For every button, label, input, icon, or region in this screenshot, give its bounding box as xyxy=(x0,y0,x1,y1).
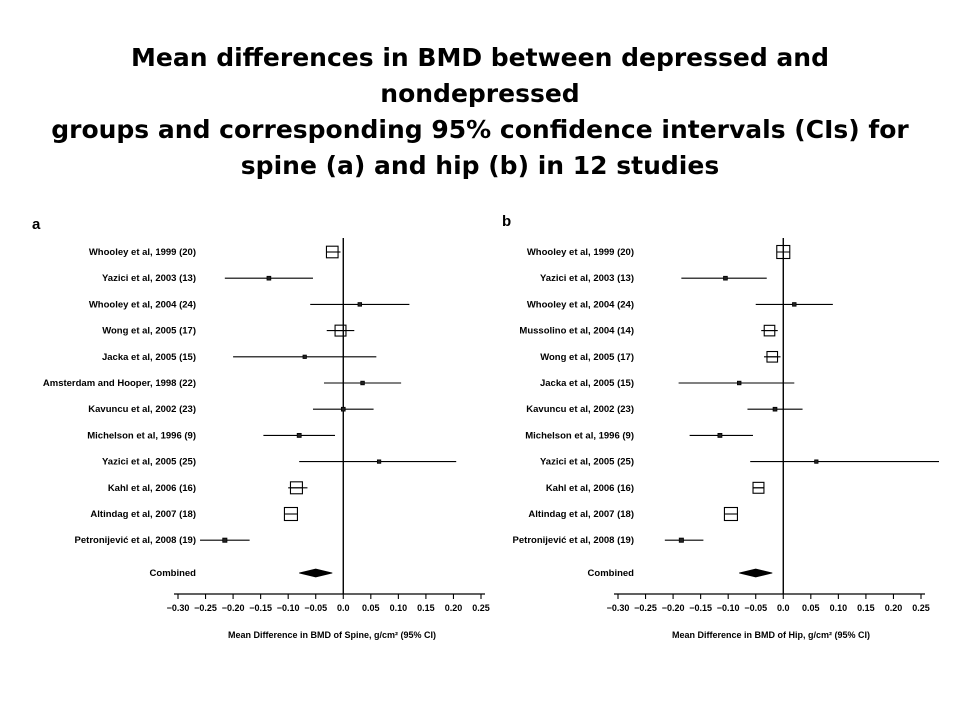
x-tick-label: 0.0 xyxy=(337,603,350,613)
x-tick-label: 0.10 xyxy=(390,603,408,613)
point-estimate-marker xyxy=(357,302,362,307)
point-estimate-marker xyxy=(296,432,302,438)
point-estimate-marker xyxy=(717,432,723,438)
x-tick-label: 0.10 xyxy=(830,603,848,613)
x-tick-label: 0.25 xyxy=(472,603,490,613)
study-label: Yazici et al, 2003 (13) xyxy=(540,273,634,284)
x-tick-label: 0.05 xyxy=(802,603,820,613)
x-tick-label: 0.0 xyxy=(777,603,790,613)
x-tick-label: −0.10 xyxy=(717,603,740,613)
study-label: Yazici et al, 2003 (13) xyxy=(102,273,196,284)
study-label: Kahl et al, 2006 (16) xyxy=(108,483,196,494)
slide-title-line-2: groups and corresponding 95% confidence … xyxy=(51,115,909,144)
study-label: Whooley et al, 2004 (24) xyxy=(89,299,196,310)
study-label: Michelson et al, 1996 (9) xyxy=(525,430,634,441)
study-label: Yazici et al, 2005 (25) xyxy=(102,457,196,468)
study-label: Altindag et al, 2007 (18) xyxy=(528,509,634,520)
study-label: Altindag et al, 2007 (18) xyxy=(90,509,196,520)
x-tick-label: 0.20 xyxy=(885,603,903,613)
study-label: Jacka et al, 2005 (15) xyxy=(540,378,634,389)
point-estimate-marker xyxy=(266,275,272,281)
study-label: Whooley et al, 1999 (20) xyxy=(527,247,634,258)
x-tick-label: 0.15 xyxy=(857,603,875,613)
slide-title: Mean differences in BMD between depresse… xyxy=(40,40,920,184)
study-label: Yazici et al, 2005 (25) xyxy=(540,457,634,468)
point-estimate-marker xyxy=(772,406,778,412)
combined-estimate-diamond xyxy=(299,568,333,578)
study-label: Wong et al, 2005 (17) xyxy=(102,326,196,337)
x-tick-label: −0.20 xyxy=(222,603,245,613)
x-tick-label: −0.15 xyxy=(249,603,272,613)
panel-label: a xyxy=(32,216,41,233)
study-label: Amsterdam and Hooper, 1998 (22) xyxy=(43,378,196,389)
study-label: Petronijević et al, 2008 (19) xyxy=(75,535,196,546)
x-tick-label: 0.05 xyxy=(362,603,380,613)
study-label: Kavuncu et al, 2002 (23) xyxy=(526,404,634,415)
forest-plot-hip: b Whooley et al, 1999 (20) Yazici et al, 2… xyxy=(502,213,939,640)
study-label: Michelson et al, 1996 (9) xyxy=(87,430,196,441)
study-label: Wong et al, 2005 (17) xyxy=(540,352,634,363)
study-label: Mussolino et al, 2004 (14) xyxy=(519,326,634,337)
point-estimate-marker xyxy=(737,380,742,386)
point-estimate-marker xyxy=(814,459,819,464)
combined-estimate-diamond xyxy=(739,568,773,578)
x-axis-title: Mean Difference in BMD of Spine, g/cm² (… xyxy=(228,630,436,640)
point-estimate-marker xyxy=(302,354,307,359)
x-tick-label: 0.25 xyxy=(912,603,930,613)
point-estimate-marker xyxy=(360,380,365,386)
point-estimate-marker xyxy=(792,302,797,307)
panel-label: b xyxy=(502,213,511,230)
forest-plot-spine: a Whooley et al, 1999 (20) Yazici et al, 2… xyxy=(32,216,490,640)
x-tick-label: −0.10 xyxy=(277,603,300,613)
study-label: Kavuncu et al, 2002 (23) xyxy=(88,404,196,415)
study-label: Whooley et al, 2004 (24) xyxy=(527,299,634,310)
x-tick-label: −0.20 xyxy=(662,603,685,613)
x-tick-label: −0.05 xyxy=(744,603,767,613)
point-estimate-marker xyxy=(222,537,228,543)
point-estimate-marker xyxy=(678,537,684,543)
study-label: Whooley et al, 1999 (20) xyxy=(89,247,196,258)
x-tick-label: −0.25 xyxy=(194,603,217,613)
combined-label: Combined xyxy=(150,568,197,579)
study-label: Petronijević et al, 2008 (19) xyxy=(513,535,634,546)
x-tick-label: −0.30 xyxy=(167,603,190,613)
x-tick-label: −0.15 xyxy=(689,603,712,613)
point-estimate-marker xyxy=(723,275,728,281)
point-estimate-marker xyxy=(376,459,382,464)
x-tick-label: −0.25 xyxy=(634,603,657,613)
x-tick-label: −0.05 xyxy=(304,603,327,613)
combined-label: Combined xyxy=(588,568,635,579)
point-estimate-marker xyxy=(340,406,346,412)
study-label: Jacka et al, 2005 (15) xyxy=(102,352,196,363)
x-axis-title: Mean Difference in BMD of Hip, g/cm² (95… xyxy=(672,630,870,640)
slide-title-line-1: Mean differences in BMD between depresse… xyxy=(131,43,829,108)
x-tick-label: −0.30 xyxy=(607,603,630,613)
x-tick-label: 0.20 xyxy=(445,603,463,613)
x-tick-label: 0.15 xyxy=(417,603,435,613)
study-label: Kahl et al, 2006 (16) xyxy=(546,483,634,494)
slide-title-line-3: spine (a) and hip (b) in 12 studies xyxy=(240,151,720,180)
